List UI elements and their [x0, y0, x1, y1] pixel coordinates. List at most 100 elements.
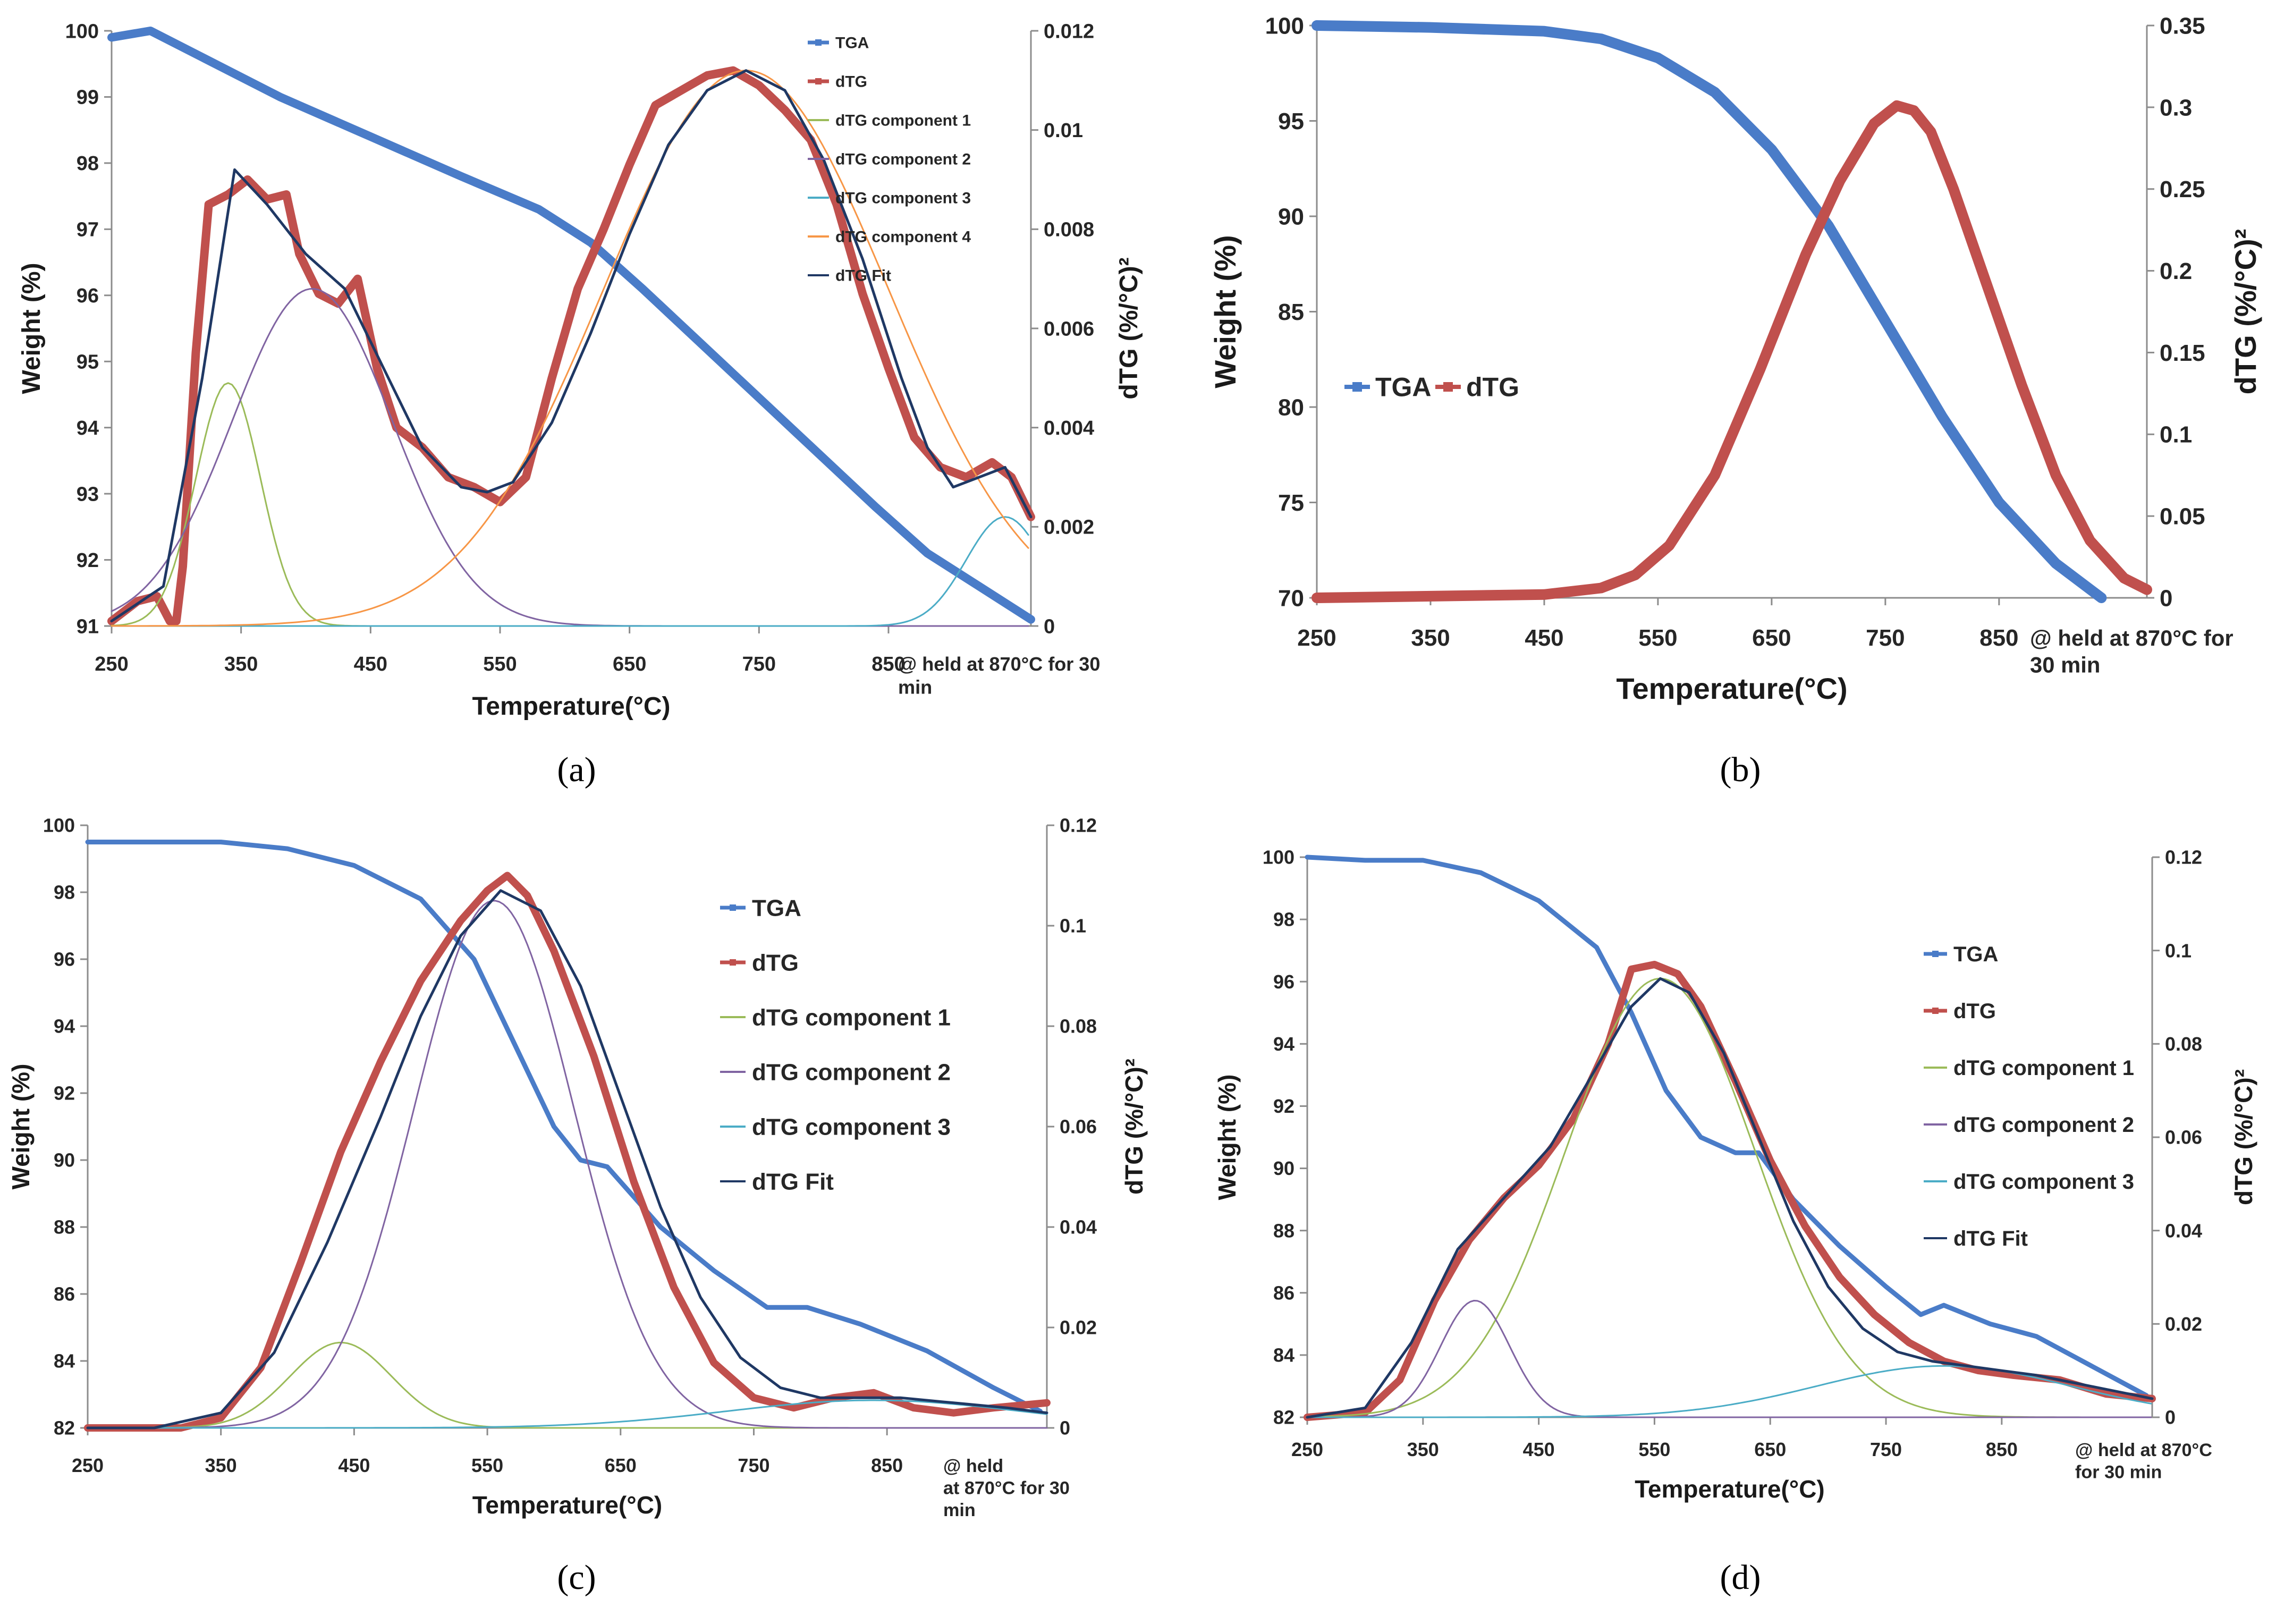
y2-tick-label: 0.1: [2165, 940, 2192, 961]
x-tick-label: 550: [471, 1454, 503, 1476]
y-tick-label: 98: [1273, 909, 1294, 931]
y-tick-label: 93: [77, 483, 99, 505]
series-line-dtg-component-2: [1306, 1300, 2152, 1418]
panel-caption: (d): [1720, 1558, 1761, 1597]
y-tick-label: 100: [43, 815, 75, 836]
panel-caption: (c): [557, 1558, 596, 1597]
legend-label: dTG component 3: [1953, 1170, 2134, 1194]
y-tick-label: 98: [77, 153, 99, 175]
legend-label: dTG component 2: [752, 1059, 951, 1085]
y2-tick-label: 0.006: [1044, 318, 1094, 340]
x-tick-label: 750: [1870, 1439, 1902, 1460]
series-line-dtg: [1304, 961, 2156, 1421]
y2-tick-label: 0.25: [2160, 176, 2205, 202]
x-tick-label: 450: [338, 1454, 370, 1476]
y2-axis-title: dTG (%/°C)²: [2230, 1069, 2257, 1205]
y2-tick-label: 0.01: [1044, 120, 1083, 142]
y-axis-title: Weight (%): [7, 1064, 35, 1190]
legend-label: dTG: [835, 73, 867, 91]
series-line-tga: [1312, 20, 2107, 603]
y-tick-label: 88: [54, 1216, 75, 1238]
x-note-line: for 30 min: [2075, 1462, 2162, 1482]
x-tick-label: 850: [1986, 1439, 2018, 1460]
legend-label: dTG component 1: [835, 112, 971, 130]
x-tick-label: 350: [1407, 1439, 1439, 1460]
legend-marker: [815, 78, 822, 84]
x-note: @ held at 870°C for 30 min: [2030, 625, 2233, 678]
legend: TGA dTG: [1344, 373, 1519, 402]
chart-panel-a: 91 92 93 94 95 96 97 98 99 100 0 0.002 0.004 0.006 0.0…: [18, 20, 1143, 789]
x-axis-title: Temperature(°C): [1635, 1475, 1825, 1503]
x-tick-label: 450: [1525, 625, 1563, 651]
y2-tick-label: 0.02: [2165, 1313, 2202, 1335]
chart-panel-d: 82 84 86 88 90 92 94 96 98 100 0 0.02 0.04 0.06 0.08 0.…: [1213, 847, 2257, 1597]
x-note: @ held at 870°C for 30 min: [2075, 1440, 2212, 1482]
y2-tick-label: 0.1: [2160, 422, 2192, 448]
y2-tick-label: 0.1: [1060, 915, 1086, 937]
y2-tick-label: 0.08: [2165, 1033, 2202, 1055]
series-line-dtg: [84, 872, 1051, 1432]
y-tick-label: 99: [77, 87, 99, 109]
y-tick-label: 97: [77, 219, 99, 241]
x-tick-label: 850: [872, 653, 905, 675]
y2-tick-label: 0.012: [1044, 20, 1094, 43]
series-line-dtg-fit: [110, 69, 1033, 623]
legend-label: dTG: [1953, 1000, 1996, 1023]
series-line-dtg-component-1: [87, 1341, 1048, 1429]
series-line-tga: [1305, 855, 2149, 1398]
y2-tick-label: 0.06: [1060, 1116, 1097, 1138]
y-tick-label: 86: [1273, 1282, 1294, 1304]
y-tick-label: 100: [1265, 13, 1304, 39]
y2-tick-label: 0: [1060, 1417, 1070, 1439]
y-tick-label: 75: [1278, 490, 1304, 516]
y-tick-label: 94: [54, 1016, 75, 1037]
x-tick-label: 550: [483, 653, 517, 675]
y2-tick-label: 0: [1044, 615, 1055, 638]
y-tick-label: 82: [1273, 1407, 1294, 1428]
legend-label: TGA: [835, 35, 869, 52]
y2-tick-label: 0.06: [2165, 1127, 2202, 1148]
legend-label: TGA: [752, 895, 801, 921]
series-line-dtg-component-2: [87, 900, 1048, 1429]
y-tick-label: 86: [54, 1283, 75, 1305]
legend-label: dTG: [1466, 373, 1519, 402]
y2-axis-title: dTG (%/°C)²: [2229, 229, 2262, 395]
legend-label: dTG Fit: [1953, 1227, 2028, 1250]
y-axis-title: Weight (%): [18, 263, 46, 394]
legend-label: dTG component 4: [835, 229, 971, 246]
legend-marker: [1932, 951, 1939, 957]
y2-axis-title: dTG (%/°C)²: [1120, 1059, 1148, 1195]
y-tick-label: 91: [77, 615, 99, 638]
series-line-dtg: [1312, 100, 2152, 603]
x-tick-label: 250: [1297, 625, 1336, 651]
y-axis-title: Weight (%): [1213, 1075, 1241, 1200]
series-line-dtg-fit: [86, 889, 1048, 1430]
y-tick-label: 94: [1273, 1033, 1294, 1055]
x-tick-label: 450: [354, 653, 387, 675]
legend: TGA dTG dTG component 1 dTG component 2 dTG …: [720, 895, 951, 1195]
legend-label: dTG Fit: [752, 1169, 834, 1195]
y2-tick-label: 0: [2160, 585, 2172, 611]
x-tick-label: 450: [1523, 1439, 1555, 1460]
y-tick-label: 96: [77, 285, 99, 307]
legend-label: dTG component 1: [752, 1004, 951, 1030]
y2-tick-label: 0.004: [1044, 417, 1094, 439]
x-tick-label: 250: [95, 653, 128, 675]
y2-axis-title: dTG (%/°C)²: [1115, 257, 1143, 399]
y-tick-label: 95: [77, 351, 99, 374]
series-line-dtg-component-1: [111, 382, 1029, 627]
legend: TGA dTG dTG component 1 dTG component 2 dTG …: [1924, 943, 2134, 1250]
y2-tick-label: 0.02: [1060, 1317, 1097, 1339]
chart-panel-c: 82 84 86 88 90 92 94 96 98 100 0 0.02 0.04 0.06 0.08 0.…: [7, 815, 1148, 1597]
x-tick-label: 750: [742, 653, 776, 675]
y-tick-label: 96: [1273, 971, 1294, 993]
x-note-line: @ held at 870°C for: [2030, 625, 2233, 650]
y2-tick-label: 0.08: [1060, 1016, 1097, 1037]
x-tick-label: 850: [1979, 625, 2018, 651]
x-tick-label: 350: [224, 653, 258, 675]
y2-tick-label: 0.002: [1044, 517, 1094, 539]
y-tick-label: 92: [77, 549, 99, 572]
x-note: @ held at 870°C for 30 min: [898, 653, 1100, 698]
y-tick-label: 96: [54, 949, 75, 970]
